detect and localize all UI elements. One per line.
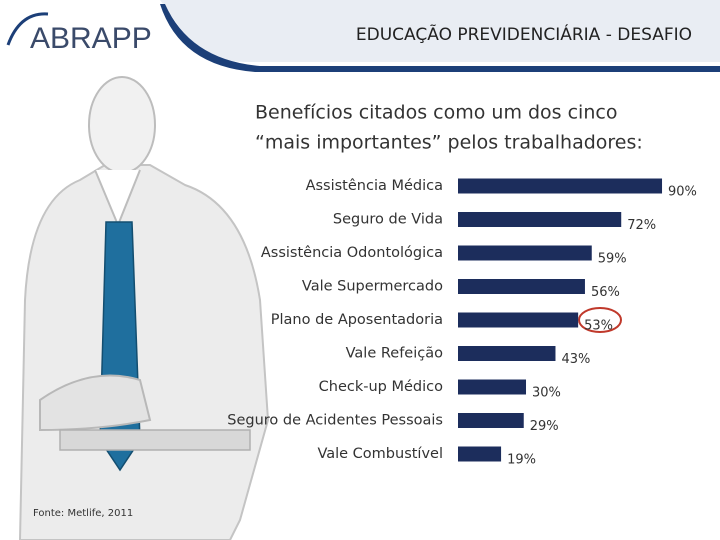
chart-title-line: “mais importantes” pelos trabalhadores: bbox=[255, 132, 643, 154]
category-label: Assistência Médica bbox=[306, 178, 443, 194]
category-label: Assistência Odontológica bbox=[261, 245, 443, 261]
bar bbox=[458, 312, 579, 328]
category-label: Vale Combustível bbox=[317, 446, 443, 462]
header-title: EDUCAÇÃO PREVIDENCIÁRIA - DESAFIO bbox=[356, 23, 692, 45]
bar bbox=[458, 212, 622, 227]
value-label: 56% bbox=[591, 285, 620, 300]
bar bbox=[458, 379, 527, 395]
category-label: Seguro de Acidentes Pessoais bbox=[227, 413, 443, 429]
logo-mark bbox=[6, 12, 49, 46]
bar bbox=[458, 346, 556, 361]
logo: ABRAPP bbox=[30, 22, 152, 55]
category-label: Check-up Médico bbox=[319, 379, 443, 395]
value-label: 53% bbox=[584, 319, 613, 334]
bar bbox=[458, 245, 592, 261]
value-label: 19% bbox=[507, 453, 536, 468]
chart-title-line: Benefícios citados como um dos cinco bbox=[255, 102, 617, 124]
source: Fonte: Metlife, 2011 bbox=[33, 508, 133, 519]
bar bbox=[458, 413, 524, 428]
value-label: 29% bbox=[530, 419, 559, 434]
value-label: 90% bbox=[668, 185, 697, 200]
value-label: 43% bbox=[561, 352, 590, 367]
category-label: Seguro de Vida bbox=[333, 212, 443, 228]
category-label: Vale Refeição bbox=[346, 346, 443, 362]
illustration bbox=[18, 76, 270, 540]
category-label: Vale Supermercado bbox=[302, 279, 443, 295]
bar bbox=[458, 279, 585, 294]
bar bbox=[458, 446, 502, 462]
header-band bbox=[160, 0, 720, 62]
value-label: 72% bbox=[627, 218, 656, 233]
value-label: 30% bbox=[532, 386, 561, 401]
category-label: Plano de Aposentadoria bbox=[271, 312, 443, 328]
bar bbox=[458, 178, 663, 194]
highlight-circle bbox=[578, 307, 622, 333]
value-label: 59% bbox=[598, 252, 627, 267]
